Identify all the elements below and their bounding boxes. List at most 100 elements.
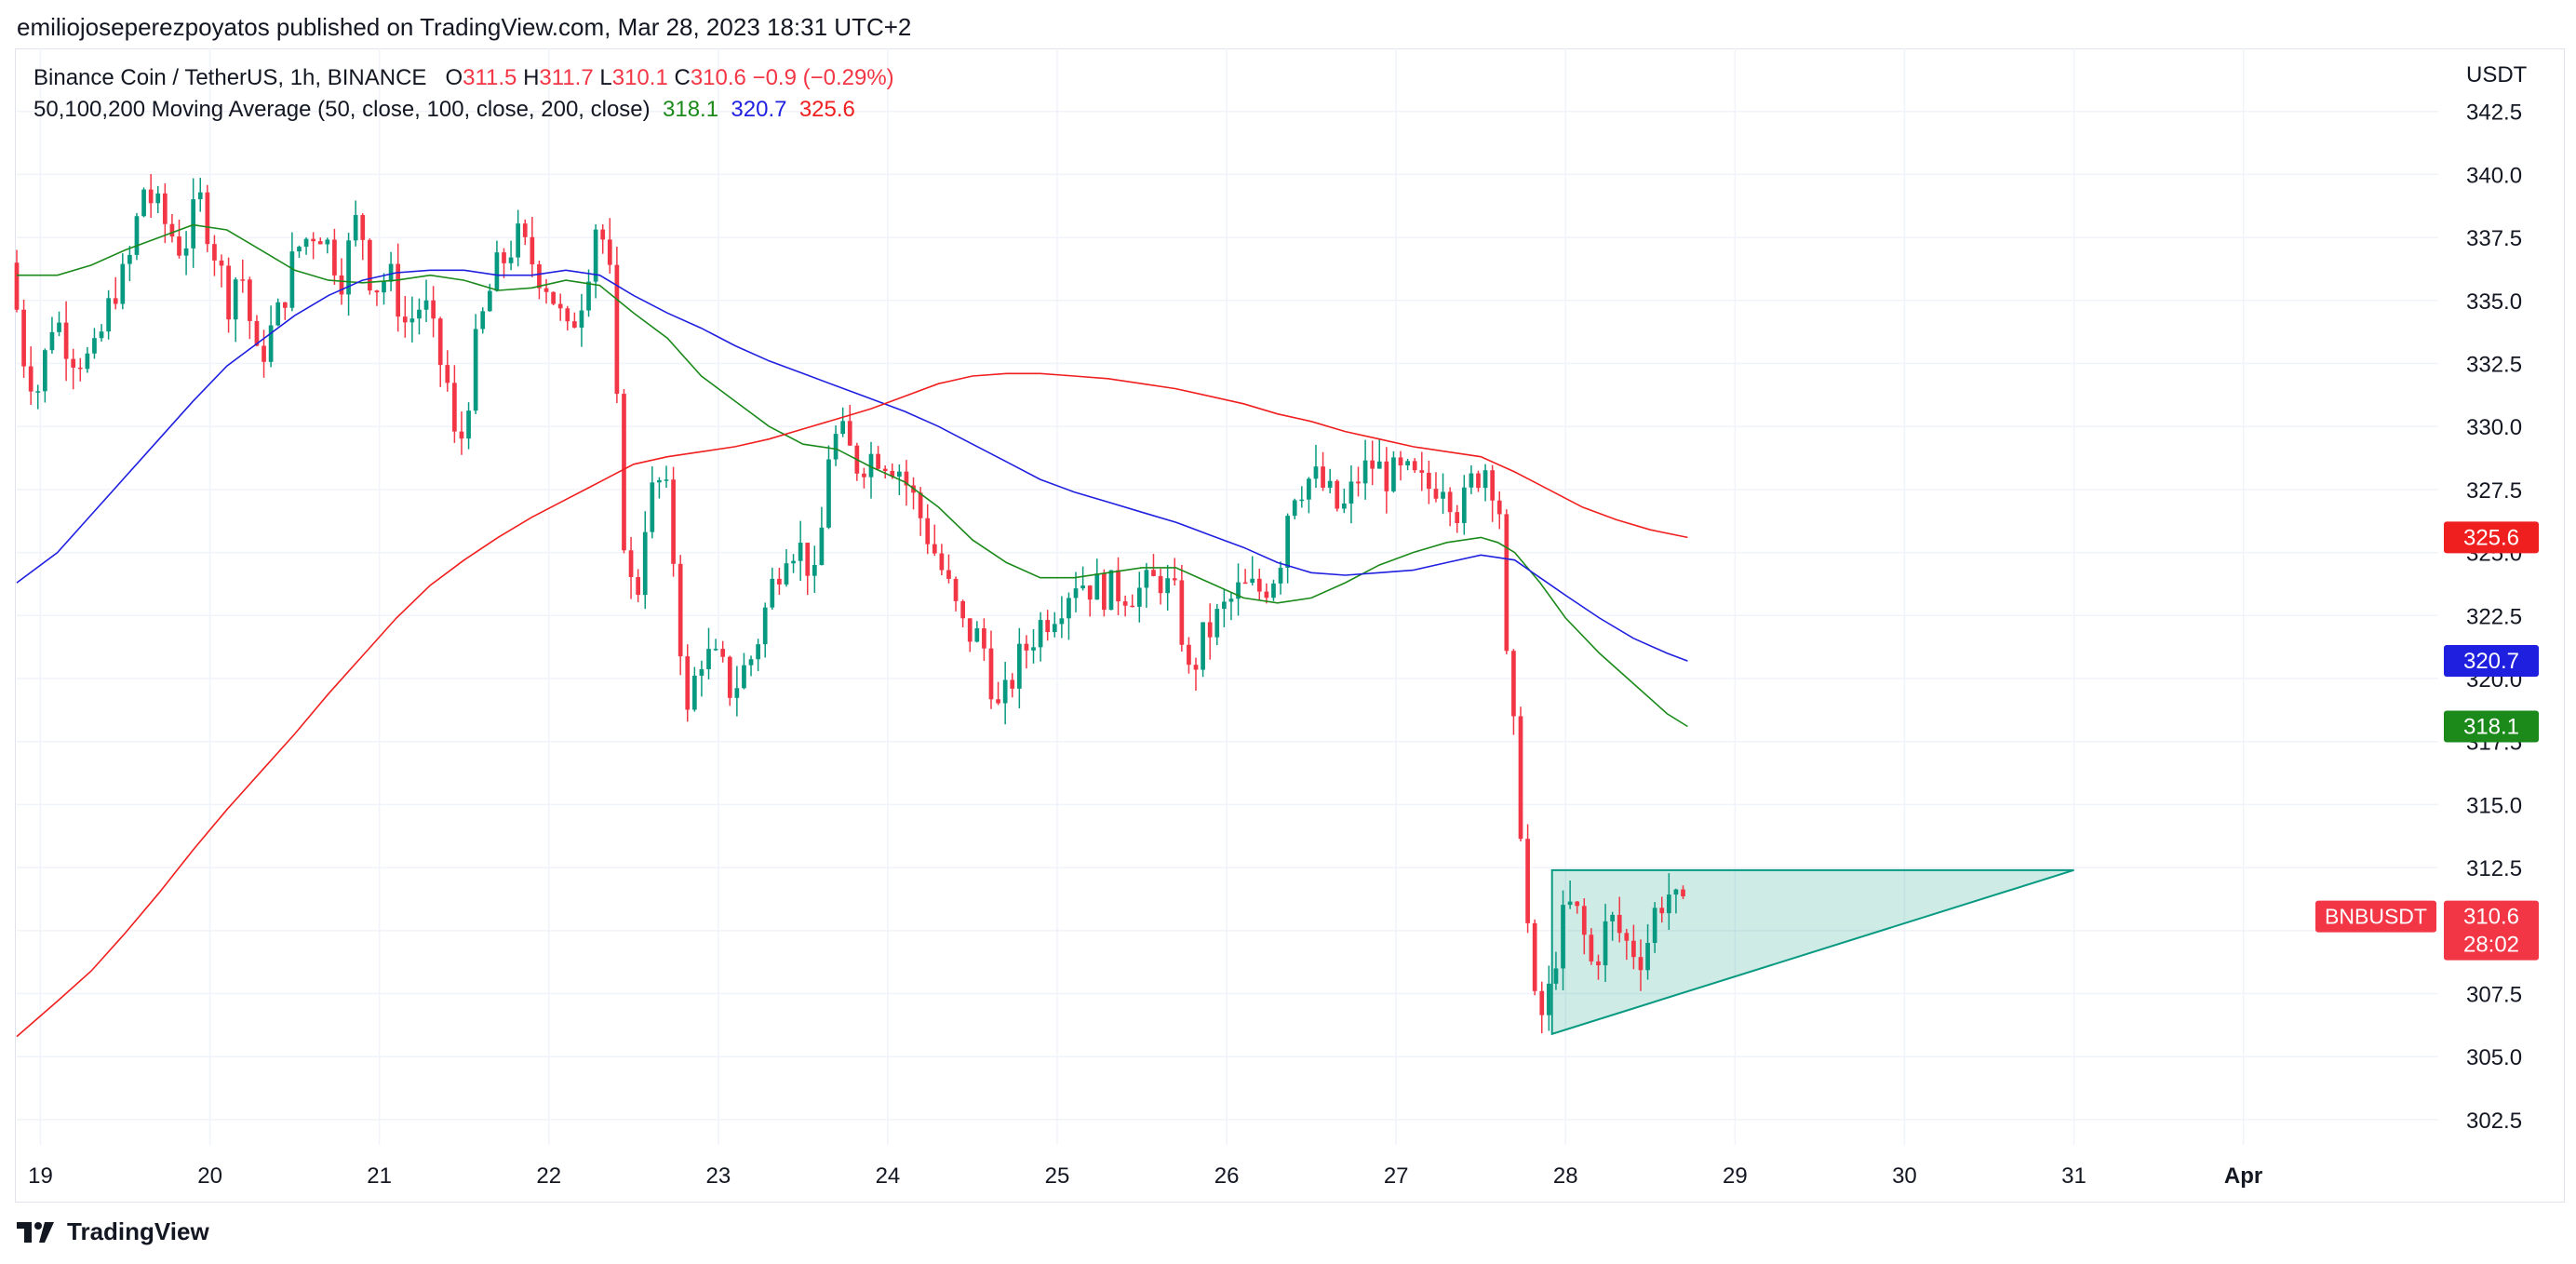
candle-body	[1172, 578, 1177, 581]
candle-body	[417, 309, 422, 319]
candle-body	[1151, 570, 1156, 576]
candle-body	[1483, 470, 1488, 489]
symbol-tag-text: BNBUSDT	[2325, 905, 2427, 929]
candle-body	[1250, 578, 1255, 584]
candle-body	[494, 252, 500, 291]
candle-body	[586, 281, 591, 311]
candle-body	[49, 331, 55, 351]
candle-body	[833, 434, 839, 460]
candle-body	[35, 391, 41, 393]
candle-body	[1313, 466, 1319, 479]
candle-body	[191, 199, 196, 249]
symbol-legend[interactable]: Binance Coin / TetherUS, 1h, BINANCE O31…	[34, 65, 894, 91]
candle-body	[374, 290, 380, 293]
price-badge	[2444, 521, 2539, 554]
candle-body	[557, 303, 563, 309]
candle-body	[1441, 491, 1445, 499]
candle-body	[106, 298, 111, 332]
candle-body	[1136, 587, 1142, 607]
candle-body	[1490, 470, 1496, 501]
candle-body	[876, 453, 880, 469]
price-badge-text: 320.7	[2463, 649, 2519, 674]
ma-line-ma100	[16, 269, 1688, 662]
date-tick-label: 19	[28, 1163, 53, 1189]
candle-body	[1122, 601, 1128, 606]
candle-body	[1327, 480, 1333, 488]
candle-body	[1376, 461, 1382, 469]
candle-body	[1144, 570, 1149, 588]
close-label: C	[674, 65, 691, 90]
candle-body	[1575, 901, 1580, 907]
candle-body	[1264, 591, 1269, 598]
price-badge	[2444, 710, 2539, 743]
candle-body	[134, 216, 140, 255]
candle-body	[423, 300, 429, 310]
candle-body	[487, 290, 492, 312]
candle-body	[297, 247, 302, 252]
candle-body	[1242, 582, 1248, 585]
candle-body	[798, 543, 803, 561]
candle-body	[1031, 647, 1036, 651]
candle-body	[1631, 940, 1636, 958]
price-tick-label: 307.5	[2466, 983, 2522, 1008]
triangle-shape[interactable]	[1550, 868, 2074, 1036]
footer-brand[interactable]: TradingView	[17, 1217, 209, 1246]
candle-body	[691, 675, 697, 710]
candle-body	[642, 531, 648, 596]
ma-line-ma200	[16, 372, 1688, 1038]
candle-body	[982, 628, 986, 649]
candle-body	[1652, 908, 1657, 944]
candle-body	[939, 553, 945, 571]
high-value: 311.7	[539, 65, 594, 90]
candle-body	[1214, 609, 1220, 638]
candle-body	[1681, 889, 1685, 897]
candle-body	[120, 263, 126, 304]
date-tick-label: 21	[367, 1163, 392, 1189]
countdown-text: 28:02	[2463, 933, 2519, 958]
candle-body	[1553, 968, 1559, 984]
candle-body	[360, 215, 366, 240]
candle-body	[819, 527, 825, 565]
candle-body	[918, 492, 923, 518]
candle-body	[431, 300, 436, 319]
candle-body	[1179, 580, 1185, 645]
candle-body	[1108, 570, 1114, 611]
price-tick-label: 332.5	[2466, 353, 2522, 378]
candle-body	[1461, 487, 1467, 524]
last-price-text: 310.6	[2463, 905, 2519, 930]
candle-body	[409, 318, 415, 323]
candle-body	[212, 244, 217, 261]
candle-body	[169, 223, 175, 237]
price-axis[interactable]: 302.5305.0307.5310.0312.5315.0317.5320.0…	[2466, 62, 2528, 1134]
ma-legend[interactable]: 50,100,200 Moving Average (50, close, 10…	[34, 97, 855, 123]
date-tick-label: 26	[1214, 1163, 1240, 1189]
candle-body	[543, 288, 549, 292]
candle-body	[219, 260, 224, 266]
candle-body	[1187, 644, 1191, 666]
candle-body	[480, 311, 486, 329]
candle-body	[805, 543, 811, 576]
candle-body	[1087, 585, 1093, 600]
candle-body	[303, 238, 309, 248]
candle-body	[862, 473, 866, 477]
candle-body	[92, 338, 97, 354]
candle-body	[262, 345, 266, 362]
candle-body	[155, 193, 161, 204]
candle-body	[974, 628, 980, 642]
candle-body	[904, 471, 909, 486]
date-tick-label: 30	[1892, 1163, 1917, 1189]
candle-body	[1525, 839, 1530, 923]
candle-body	[960, 600, 965, 619]
candle-body	[1271, 583, 1276, 598]
candle-body	[1356, 481, 1361, 484]
candle-body	[21, 309, 26, 367]
candle-body	[1624, 933, 1630, 941]
candle-body	[932, 544, 937, 554]
candle-body	[614, 264, 620, 395]
time-axis[interactable]: 19 20 21 22 23 24 25 26 27 28 29 30 31 Apr	[28, 1163, 2262, 1189]
candle-body	[1617, 914, 1622, 934]
triangle-drawing[interactable]	[1550, 868, 2074, 1036]
candle-body	[508, 257, 514, 263]
candle-body	[99, 331, 104, 339]
